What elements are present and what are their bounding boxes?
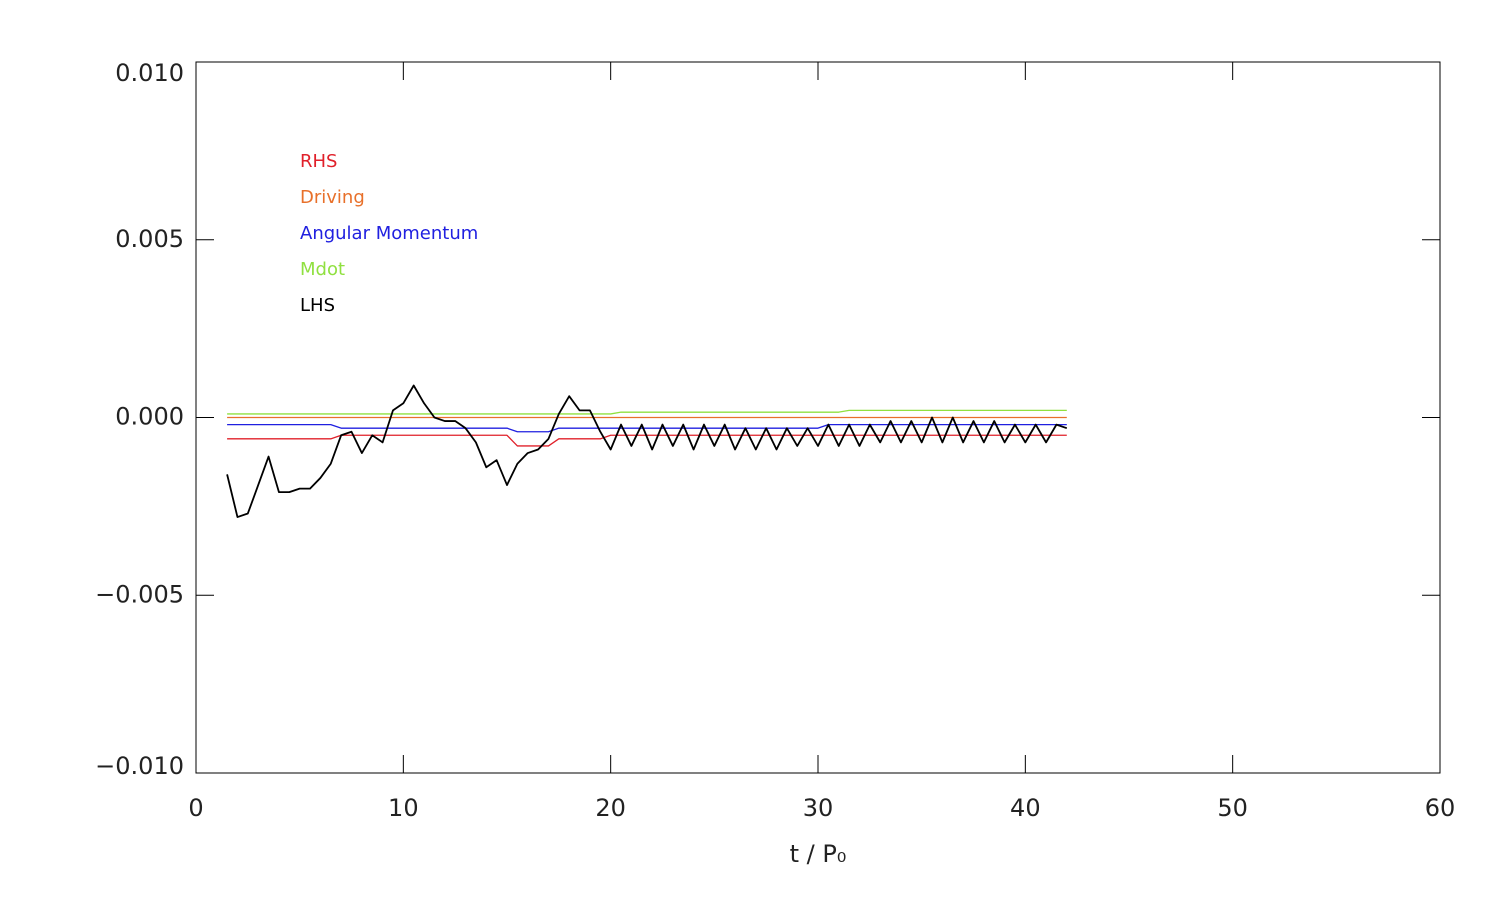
- y-tick-label: −0.010: [95, 752, 184, 780]
- legend-label: Mdot: [300, 259, 345, 280]
- x-tick-label: 50: [1217, 794, 1248, 822]
- x-tick-label: 40: [1010, 794, 1041, 822]
- x-tick-label: 0: [188, 794, 203, 822]
- y-tick-label: 0.005: [115, 225, 184, 253]
- x-tick-label: 30: [803, 794, 834, 822]
- y-tick-label: 0.010: [115, 59, 184, 87]
- x-tick-label: 10: [388, 794, 419, 822]
- series-line: [226, 384, 1068, 518]
- x-tick-label: 60: [1425, 794, 1456, 822]
- series-line: [227, 423, 1067, 433]
- y-tick-label: 0.000: [115, 403, 184, 431]
- legend-label: LHS: [300, 295, 335, 316]
- y-tick-label: −0.005: [95, 580, 184, 608]
- x-axis-label: t / P₀: [790, 840, 847, 868]
- legend-label: RHS: [300, 151, 337, 172]
- x-tick-label: 20: [595, 794, 626, 822]
- legend-label: Angular Momentum: [300, 223, 478, 244]
- series-line: [227, 409, 1067, 415]
- legend-label: Driving: [300, 187, 365, 208]
